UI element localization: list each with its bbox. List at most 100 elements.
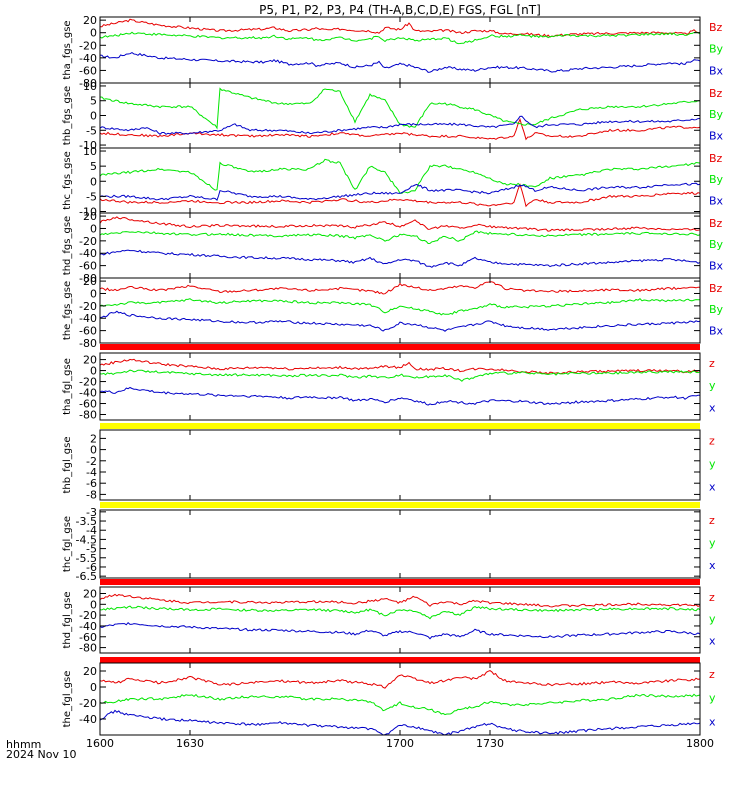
series-line-By [99, 158, 701, 194]
series-line-x [99, 621, 701, 640]
legend-label-x: x [709, 715, 716, 728]
legend-label-By: By [709, 238, 724, 251]
y-tick-label: -40 [79, 713, 97, 726]
series-line-By [99, 87, 701, 130]
series-line-y [99, 693, 701, 716]
y-tick-label: -80 [79, 337, 97, 350]
y-tick-label: -2 [86, 455, 97, 468]
series-line-z [99, 593, 701, 608]
panel-frame [99, 277, 701, 344]
series-line-z [99, 358, 700, 375]
y-axis-label: the_fgl_gse [62, 671, 73, 728]
y-tick-label: -40 [79, 312, 97, 325]
x-tick-label: 1700 [386, 737, 414, 750]
legend-label-Bx: Bx [709, 130, 724, 143]
y-tick-label: -5 [86, 190, 97, 203]
legend-label-z: z [709, 668, 715, 681]
legend-label-Bz: Bz [709, 21, 723, 34]
y-tick-label: 20 [83, 275, 97, 288]
y-tick-label: -20 [79, 376, 97, 389]
y-tick-label: -40 [79, 247, 97, 260]
y-tick-label: -80 [79, 409, 97, 422]
series-line-x [99, 709, 701, 736]
legend-label-z: z [709, 435, 715, 448]
y-tick-label: 0 [90, 598, 97, 611]
y-axis-label: thc_fgs_gse [62, 151, 73, 210]
x-tick-label: 1600 [86, 737, 114, 750]
legend-label-x: x [709, 559, 716, 572]
panel-frame [99, 82, 701, 149]
y-tick-label: 5 [90, 95, 97, 108]
y-tick-label: 20 [83, 587, 97, 600]
y-tick-label: 0 [90, 222, 97, 235]
y-tick-label: 2 [90, 432, 97, 445]
y-tick-label: -20 [79, 235, 97, 248]
y-tick-label: -60 [79, 325, 97, 338]
y-tick-label: -40 [79, 620, 97, 633]
y-tick-label: -20 [79, 609, 97, 622]
legend-label-Bx: Bx [709, 325, 724, 338]
panel-frame [99, 586, 701, 654]
panel-frame [99, 429, 701, 501]
y-tick-label: -10 [79, 205, 97, 218]
y-axis-label: tha_fgs_gse [62, 20, 73, 79]
y-tick-label: -20 [79, 39, 97, 52]
y-tick-label: 0 [90, 681, 97, 694]
y-tick-label: -60 [79, 64, 97, 77]
series-line-Bx [99, 310, 701, 332]
series-line-x [99, 386, 701, 406]
series-line-Bz [99, 117, 701, 141]
y-tick-label: 10 [83, 80, 97, 93]
x-tick-label: 1630 [176, 737, 204, 750]
chart-title: P5, P1, P2, P3, P4 (TH-A,B,C,D,E) FGS, F… [259, 3, 541, 17]
y-tick-label: 20 [83, 14, 97, 27]
legend-label-y: y [709, 379, 716, 392]
series-line-Bx [99, 182, 701, 201]
legend-label-y: y [709, 692, 716, 705]
y-tick-label: -4.5 [76, 533, 97, 546]
panel-frame [99, 509, 701, 579]
y-axis-label: thc_fgl_gse [62, 516, 73, 572]
quality-flag-bar [100, 423, 700, 429]
series-line-By [99, 298, 701, 316]
panel-tha_fgl_gse: 200-20-40-60-80 tha_fgl_gse zyx [62, 344, 716, 422]
panel-thb_fgs_gse: 10 5 0-5 -10 thb_fgs_gse Bz By Bx [62, 80, 724, 152]
y-axis-label: thb_fgl_gse [62, 437, 73, 494]
series-line-Bx [99, 52, 701, 73]
x-axis: 1600 1630 1700 1730 1800 [86, 737, 714, 750]
legend-label-Bx: Bx [709, 195, 724, 208]
legend-label-y: y [709, 537, 716, 550]
legend-label-x: x [709, 401, 716, 414]
legend-label-Bx: Bx [709, 260, 724, 273]
y-tick-label: 0 [90, 444, 97, 457]
legend-label-Bz: Bz [709, 152, 723, 165]
y-tick-label: 20 [83, 210, 97, 223]
series-line-y [99, 369, 701, 382]
y-tick-label: 20 [83, 665, 97, 678]
y-tick-label: 0 [90, 110, 97, 123]
y-tick-label: -6 [86, 561, 97, 574]
legend-label-z: z [709, 591, 715, 604]
series-line-Bz [99, 281, 701, 295]
y-tick-label: -60 [79, 631, 97, 644]
legend-label-y: y [709, 613, 716, 626]
legend-label-By: By [709, 43, 724, 56]
series-line-By [99, 31, 701, 45]
series-line-By [99, 230, 701, 245]
panel-thd_fgl_gse: 200-20-40-60-80 thd_fgl_gse zyx [62, 579, 716, 655]
quality-flag-bar [100, 344, 700, 350]
y-tick-label: -8 [86, 488, 97, 501]
x-tick-label: 1800 [686, 737, 714, 750]
legend-label-z: z [709, 514, 715, 527]
quality-flag-bar [100, 502, 700, 508]
series-line-Bz [99, 183, 701, 208]
legend-label-Bz: Bz [709, 282, 723, 295]
y-tick-label: 5 [90, 160, 97, 173]
quality-flag-bar [100, 579, 700, 585]
legend-label-Bx: Bx [709, 64, 724, 77]
